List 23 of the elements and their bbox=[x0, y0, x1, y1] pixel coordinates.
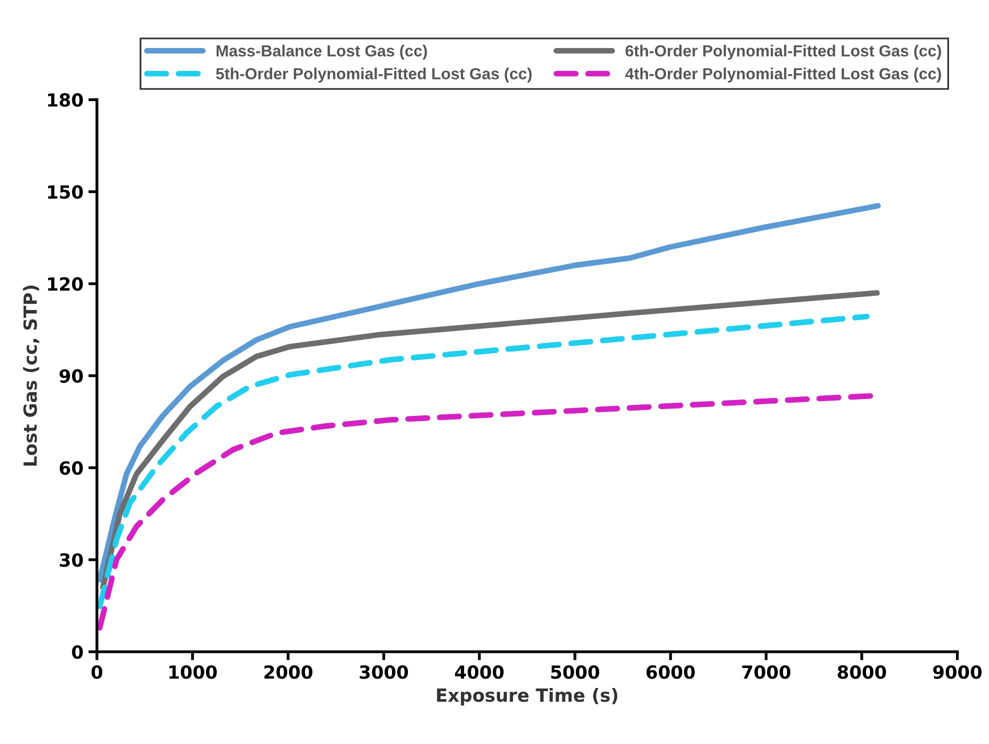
legend-label: Mass-Balance Lost Gas (cc) bbox=[216, 44, 427, 60]
y-tick-label: 30 bbox=[60, 553, 83, 567]
x-tick-label: 4000 bbox=[455, 665, 504, 679]
y-tick-label: 60 bbox=[60, 461, 83, 475]
legend-label: 5th-Order Polynomial-Fitted Lost Gas (cc) bbox=[216, 68, 532, 83]
x-tick-label: 9000 bbox=[933, 665, 982, 679]
legend-label: 6th-Order Polynomial-Fitted Lost Gas (cc) bbox=[626, 44, 942, 60]
y-tick-label: 180 bbox=[48, 93, 83, 107]
y-tick-label: 150 bbox=[48, 185, 83, 199]
x-tick-label: 6000 bbox=[646, 665, 695, 679]
y-tick-label: 120 bbox=[48, 277, 83, 291]
y-tick-label: 90 bbox=[60, 369, 83, 383]
x-tick-label: 8000 bbox=[838, 665, 886, 679]
x-tick-label: 2000 bbox=[264, 665, 312, 679]
x-tick-label: 3000 bbox=[360, 665, 408, 679]
x-tick-label: 0 bbox=[92, 665, 102, 679]
y-tick-label: 0 bbox=[72, 645, 83, 659]
y-axis-title: Lost Gas (cc, STP) bbox=[23, 286, 40, 466]
x-tick-label: 7000 bbox=[742, 665, 790, 679]
x-axis-title: Exposure Time (s) bbox=[437, 688, 618, 706]
legend-label: 4th-Order Polynomial-Fitted Lost Gas (cc) bbox=[625, 68, 942, 83]
x-tick-label: 1000 bbox=[169, 665, 217, 679]
x-tick-label: 5000 bbox=[551, 665, 600, 679]
